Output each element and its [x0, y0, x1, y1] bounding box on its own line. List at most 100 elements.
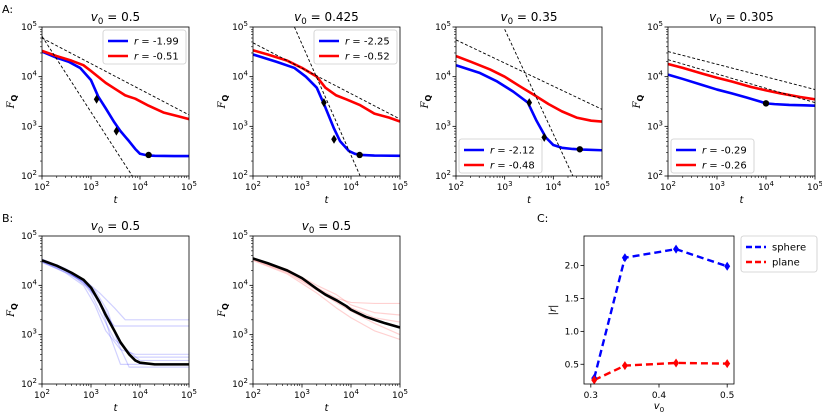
y-tick-label-3: 105 — [21, 20, 37, 33]
marker-0 — [762, 100, 770, 107]
legend-label-0: sphere — [772, 243, 806, 254]
x-tick-label-2: 104 — [132, 180, 148, 193]
marker-2 — [356, 151, 363, 159]
legend-label-1: r = -0.48 — [490, 161, 535, 172]
series-line-plane — [253, 49, 400, 123]
chart-b2-plot-area — [253, 257, 400, 341]
x-tick-label-3: 105 — [181, 180, 197, 193]
y-tick-label-3: 105 — [647, 20, 663, 33]
chart-c-frame — [583, 235, 735, 385]
series-point-plane-3 — [724, 359, 731, 369]
chart-a1-frame — [41, 26, 190, 177]
y-tick-label-2: 104 — [232, 70, 248, 83]
y-axis-label-text: FQ — [217, 94, 230, 109]
chart-b1-plot-area — [42, 258, 189, 368]
fit-line-1 — [253, 42, 400, 120]
chart-title: v0 = 0.305 — [709, 10, 774, 27]
chart-title: v0 = 0.5 — [91, 10, 140, 27]
y-tick-label-2: 104 — [435, 70, 451, 83]
legend-label-0: r = -0.29 — [702, 146, 747, 157]
y-axis-label: |r| — [548, 305, 559, 316]
y-tick-label-2: 104 — [21, 70, 37, 83]
x-axis-label: t — [114, 403, 119, 413]
x-tick-label-3: 105 — [392, 388, 408, 401]
y-tick-label-1: 103 — [21, 119, 37, 132]
x-axis-label: t — [740, 195, 745, 206]
series-line-mean — [253, 257, 400, 329]
series-line-sphere — [456, 63, 602, 152]
x-tick-label-1: 103 — [497, 180, 513, 193]
x-tick-label-3: 105 — [392, 180, 408, 193]
legend-label-0: r = -1.99 — [134, 37, 179, 48]
y-tick-label-2: 104 — [21, 278, 37, 291]
chart-title: v0 = 0.425 — [294, 10, 359, 27]
x-tick-label-0: 102 — [245, 388, 261, 401]
series-point-sphere-3 — [724, 261, 731, 271]
x-axis-label: t — [325, 195, 330, 206]
x-tick-label-1: 0.4 — [652, 391, 667, 401]
x-tick-label-2: 104 — [132, 388, 148, 401]
x-axis-label: t — [114, 195, 119, 206]
x-tick-label-0: 102 — [245, 180, 261, 193]
chart-a3-plot-area — [456, 29, 602, 176]
series-point-sphere-2 — [673, 244, 680, 254]
y-tick-label-2: 104 — [232, 278, 248, 291]
legend: r = -2.12 r = -0.48 — [458, 138, 543, 174]
y-axis-label: FQ — [217, 303, 230, 318]
y-tick-label-1: 103 — [435, 119, 451, 132]
series-point-sphere-1 — [621, 253, 628, 263]
x-tick-label-3: 105 — [181, 388, 197, 401]
x-tick-label-3: 105 — [807, 180, 822, 193]
y-axis-label-text: FQ — [632, 94, 645, 109]
ensemble-trace-1 — [253, 259, 400, 341]
series-point-plane-2 — [673, 358, 680, 368]
series-line-sphere — [593, 247, 728, 379]
x-tick-label-3: 105 — [594, 180, 610, 193]
marker-2 — [576, 146, 584, 153]
x-tick-label-0: 102 — [448, 180, 464, 193]
marker-1 — [541, 132, 548, 142]
x-axis-label: t — [527, 195, 532, 206]
x-tick-label-2: 0.5 — [720, 391, 734, 401]
legend-label-1: plane — [772, 258, 800, 269]
series-line-plane — [42, 49, 189, 121]
chart-a4-plot-area — [668, 51, 815, 108]
chart-b1: 102 103 104 105 102 103 104 105 t FQ v0 = 0.5 — [6, 219, 197, 413]
panel-label-a: A: — [2, 3, 13, 16]
ensemble-trace-1 — [42, 261, 189, 355]
chart-title: v0 = 0.5 — [91, 219, 140, 236]
y-tick-label-2: 1.5 — [565, 294, 579, 304]
series-line-mean — [42, 259, 189, 366]
x-tick-label-2: 104 — [545, 180, 561, 193]
y-tick-label-0: 102 — [435, 169, 451, 182]
y-tick-label-3: 105 — [232, 20, 248, 33]
chart-a4: 102 103 104 105 102 103 104 105 t FQ v0 = 0.305 r =… — [632, 10, 822, 206]
x-tick-label-1: 103 — [83, 180, 99, 193]
legend-label-0: r = -2.25 — [345, 37, 390, 48]
fit-line-1 — [42, 37, 189, 116]
marker-0 — [321, 98, 327, 108]
y-tick-label-0: 102 — [647, 169, 663, 182]
legend-label-0: r = -2.12 — [490, 146, 535, 157]
chart-b2-frame — [252, 235, 401, 385]
legend: r = -0.29 r = -0.26 — [670, 138, 755, 174]
series-point-plane-0 — [591, 375, 598, 385]
y-axis-label: FQ — [632, 94, 645, 109]
y-tick-label-0: 102 — [232, 377, 248, 390]
y-tick-label-1: 103 — [647, 119, 663, 132]
x-tick-label-1: 103 — [83, 388, 99, 401]
series-line-plane — [456, 54, 602, 123]
chart-b2: 102 103 104 105 102 103 104 105 t FQ v0 = 0.5 — [217, 219, 408, 413]
x-tick-label-2: 104 — [343, 388, 359, 401]
chart-c-plot-area — [593, 247, 728, 382]
y-tick-label-1: 1.0 — [565, 327, 580, 337]
ensemble-trace-4 — [42, 261, 189, 368]
marker-1 — [331, 134, 337, 144]
series-point-plane-1 — [621, 361, 628, 371]
x-tick-label-0: 102 — [660, 180, 676, 193]
y-axis-label-text: |r| — [548, 305, 559, 316]
y-axis-label: FQ — [217, 94, 230, 109]
panel-label-b: B: — [2, 212, 13, 225]
chart-title: v0 = 0.5 — [302, 219, 351, 236]
